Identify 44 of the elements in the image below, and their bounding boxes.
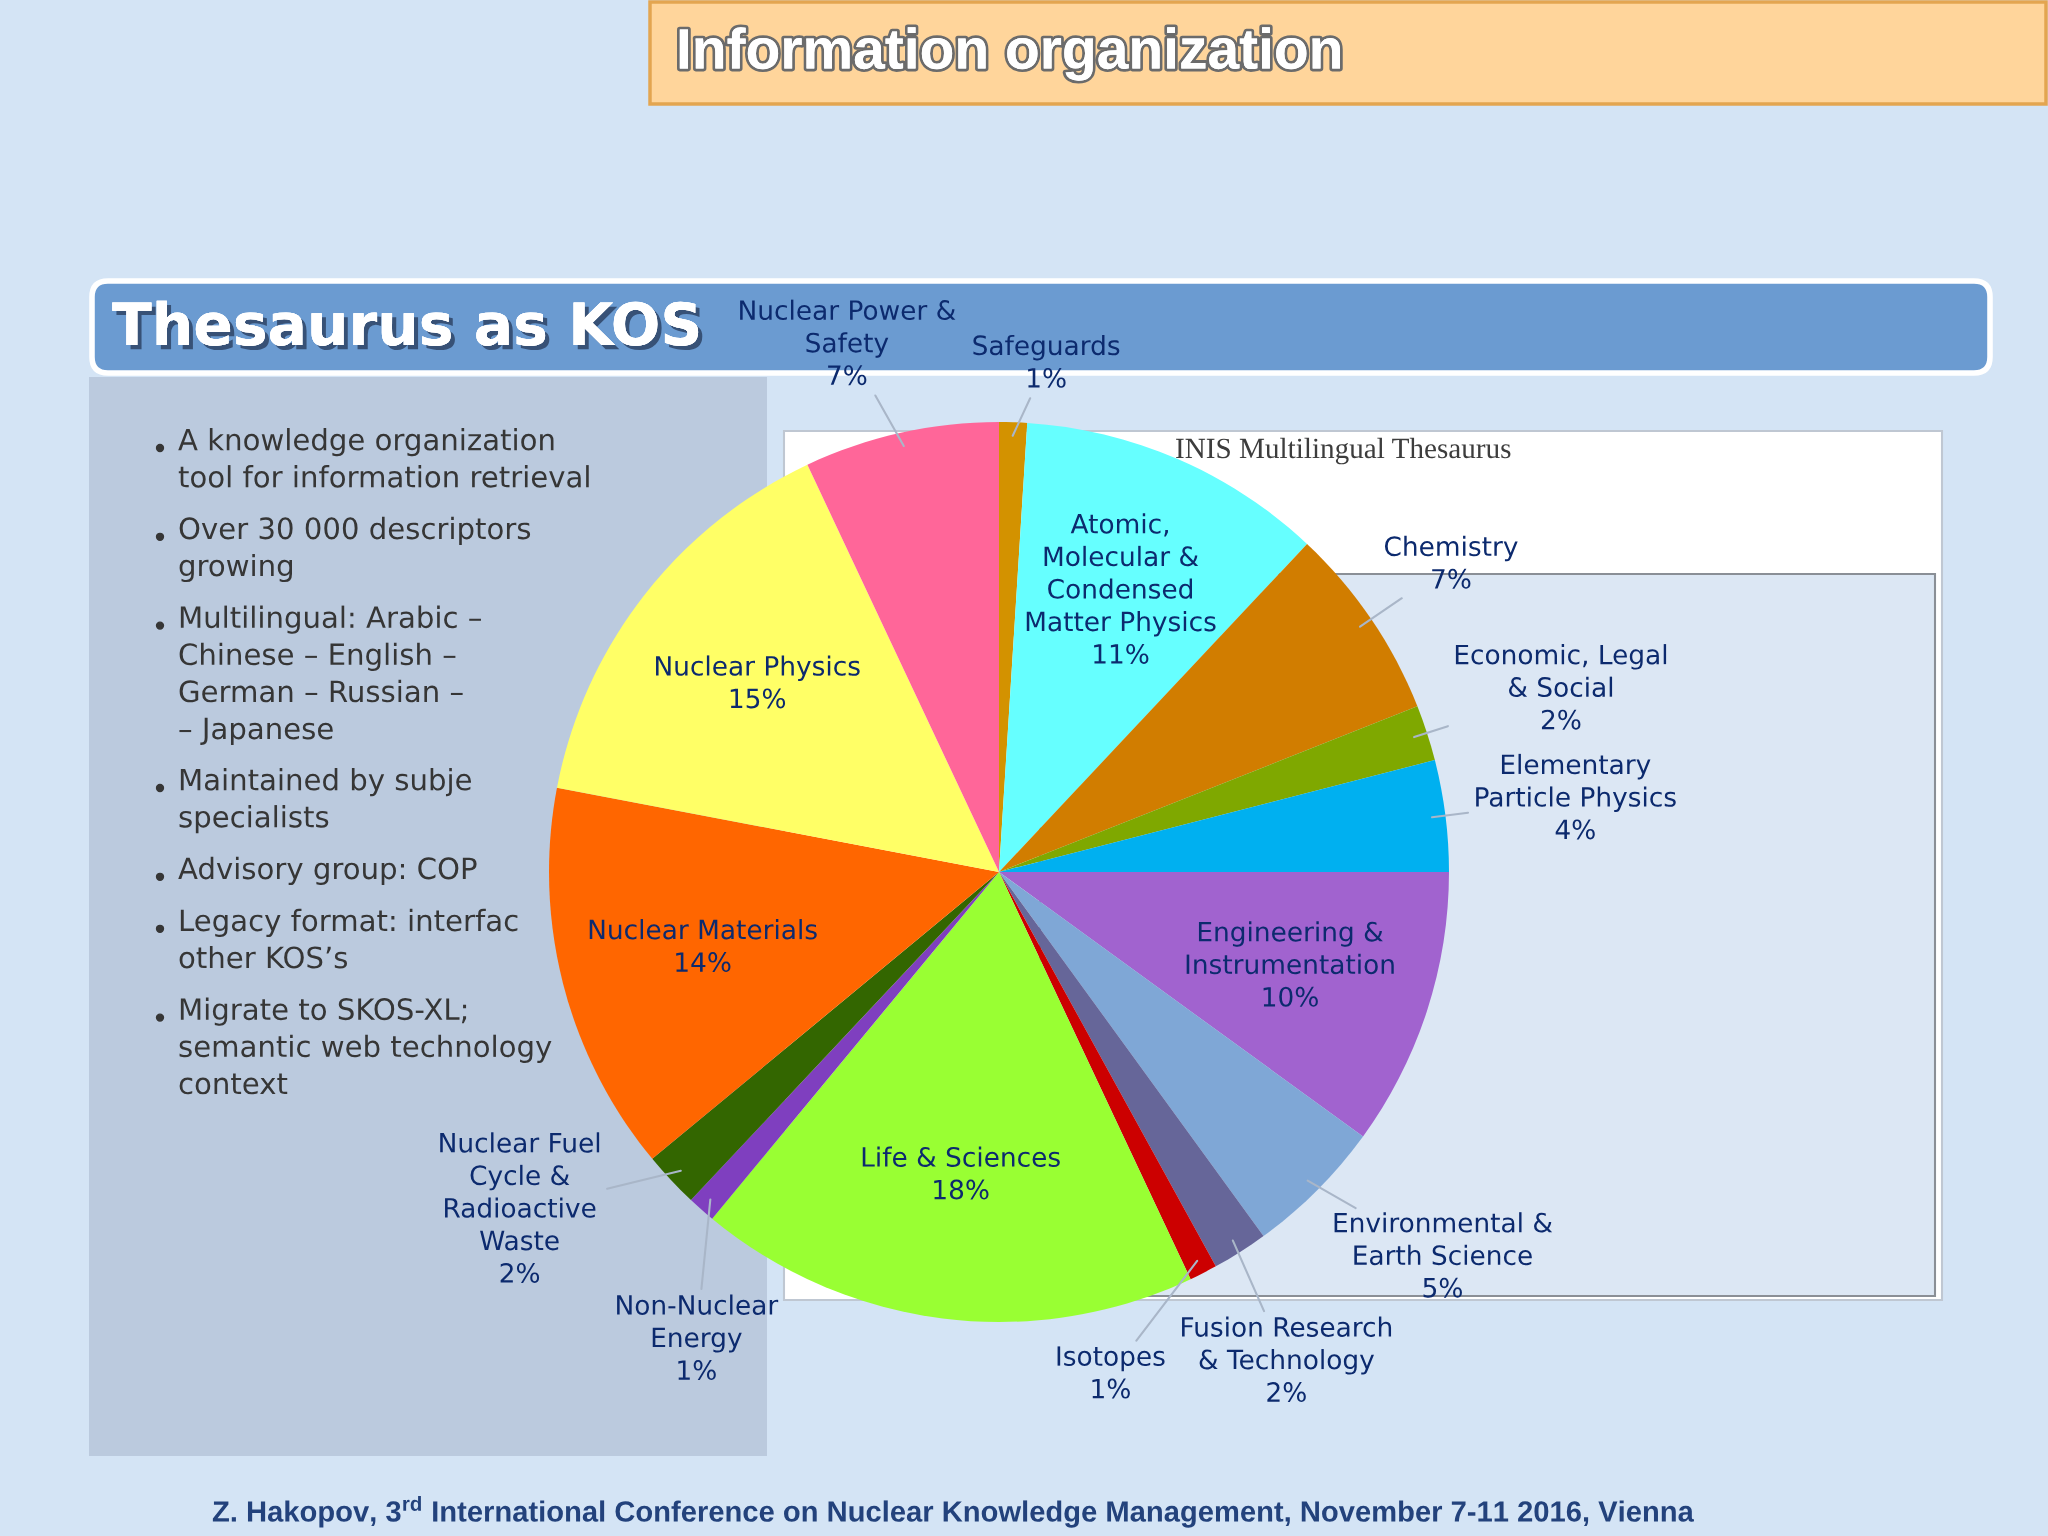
text: Over 30 000 descriptors growing	[179, 516, 531, 583]
slice-label: Fusion Research & Technology	[1182, 1316, 1392, 1375]
data-label: 14%	[676, 952, 731, 973]
data-label: 7%	[828, 365, 867, 386]
data-label: 5%	[1423, 1277, 1462, 1298]
slice-label: Engineering & Instrumentation	[1186, 921, 1394, 975]
data-label: 18%	[934, 1179, 989, 1200]
slice-label: Nuclear Physics	[656, 655, 860, 681]
text: Multilingual: Arabic – Chinese – English – German – Russian – – Japanese	[179, 605, 481, 746]
pie-slice	[999, 872, 1449, 1137]
slice-label: Life & Sciences	[862, 1146, 1060, 1167]
slice-label: Safeguards	[973, 334, 1120, 361]
pie-slice	[999, 760, 1449, 872]
slice-label: Nuclear Power & Safety	[740, 299, 956, 358]
text: A knowledge organization tool for information retrieval	[178, 428, 589, 488]
data-label: 1%	[1028, 367, 1066, 388]
text: Z. Hakopov, 3$^{rd}$ International Conference on Nuclear Knowledge Management, November 7-11 2016, Vienna	[212, 1495, 1694, 1528]
data-label: 15%	[730, 688, 786, 709]
slice-label: Isotopes	[1057, 1346, 1165, 1372]
slice-label: Non-Nuclear Energy	[617, 1294, 779, 1353]
slice-label: Atomic, Molecular & Condensed Matter Physics	[1026, 513, 1216, 637]
data-label: 4%	[1555, 819, 1595, 840]
data-label: 2%	[1267, 1382, 1306, 1403]
slice-label: Elementary Particle Physics	[1476, 753, 1676, 812]
text: INIS Multilingual Thesaurus	[1176, 437, 1511, 465]
pie-slice	[999, 706, 1435, 872]
text: Advisory group: COP	[178, 856, 477, 886]
slice-label: Nuclear Fuel Cycle & Radioactive Waste	[440, 1132, 600, 1251]
text: Maintained by subje specialists	[179, 768, 471, 834]
slice-label: Economic, Legal & Social	[1455, 644, 1667, 698]
data-label: 2%	[1541, 709, 1581, 730]
chart-subtitle: Thesaurus as KOS	[112, 300, 703, 351]
text: Migrate to SKOS-XL; semantic web technology context	[179, 997, 552, 1095]
data-label: 10%	[1263, 986, 1318, 1007]
chart-title: Information organization	[679, 27, 1340, 81]
slice-label: Nuclear Materials	[589, 919, 817, 940]
data-label: 11%	[1094, 643, 1149, 664]
slice-label: Chemistry	[1384, 535, 1518, 562]
slice-label: Environmental & Earth Science	[1334, 1212, 1553, 1266]
data-label: 2%	[500, 1262, 540, 1283]
data-label: 1%	[1092, 1378, 1130, 1399]
data-label: 1%	[678, 1360, 716, 1381]
data-label: 7%	[1432, 568, 1471, 589]
text: Legacy format: interfac other KOS’s	[179, 908, 518, 969]
